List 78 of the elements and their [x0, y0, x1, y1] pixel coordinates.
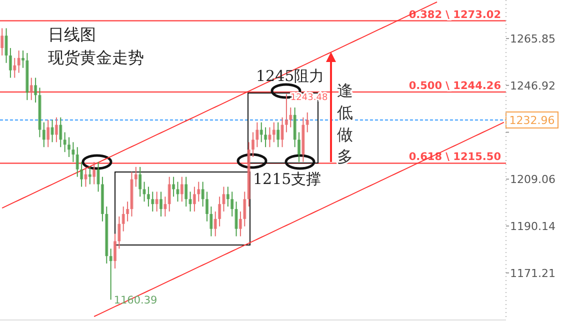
- candlestick: [76, 146, 79, 178]
- candlestick: [210, 206, 213, 237]
- candlestick: [264, 126, 268, 148]
- candlestick: [4, 28, 8, 64]
- candlestick: [206, 191, 208, 222]
- candlestick: [260, 122, 263, 143]
- text: 日线图: [48, 25, 96, 44]
- candlestick: [184, 176, 188, 208]
- candlestick: [160, 191, 162, 217]
- candlestick: [54, 116, 58, 143]
- candlestick: [22, 50, 24, 68]
- candlestick: [164, 196, 167, 217]
- candlestick: [252, 132, 254, 158]
- candlestick: [155, 191, 158, 212]
- candlestick: [72, 142, 75, 162]
- ref-line-label: 0.500 \ 1244.26: [408, 80, 501, 92]
- candlestick: [276, 122, 280, 148]
- candlestick: [118, 216, 121, 250]
- candlestick: [0, 28, 4, 56]
- candlestick: [80, 161, 84, 188]
- candlestick: [201, 181, 204, 208]
- candlestick: [13, 57, 16, 78]
- candlestick: [226, 186, 230, 208]
- candlestick: [138, 166, 142, 198]
- candlestick: [188, 191, 192, 212]
- ref-line-label: 0.382 \ 1273.02: [408, 8, 501, 21]
- candlestick: [142, 181, 146, 202]
- candlestick: [197, 181, 200, 202]
- candlestick: [280, 116, 284, 148]
- candlestick: [222, 186, 226, 212]
- candlestick: [180, 176, 184, 202]
- text: 现货黄金走势: [48, 48, 144, 67]
- candlestick: [168, 176, 171, 212]
- candlestick: [234, 201, 238, 237]
- candlestick: [63, 132, 66, 153]
- candlestick: [30, 77, 33, 101]
- candlestick: [68, 136, 70, 158]
- y-tick-label: 1265.85: [510, 32, 556, 46]
- candlestick: [134, 166, 138, 188]
- candlestick: [114, 233, 116, 269]
- candlestick: [96, 161, 100, 192]
- candlestick: [84, 166, 88, 188]
- candlestick: [17, 50, 20, 74]
- candlestick: [289, 106, 292, 128]
- candlestick: [192, 186, 196, 212]
- candlestick: [218, 196, 222, 227]
- candlestick: [268, 126, 272, 148]
- y-tick-label: 1190.14: [510, 220, 556, 233]
- y-tick-label: 1209.06: [510, 173, 556, 186]
- candlestick: [284, 93, 288, 133]
- candlestick: [109, 248, 112, 300]
- candlestick: [238, 211, 242, 237]
- candlestick: [151, 191, 154, 212]
- candlestick: [88, 166, 92, 185]
- candlestick: [46, 119, 50, 148]
- candlestick: [50, 119, 54, 143]
- candlestick: [298, 132, 300, 162]
- candlestick: [34, 77, 38, 104]
- candlestick: [59, 116, 62, 148]
- candlestick: [243, 191, 246, 227]
- candlestick: [8, 48, 12, 78]
- candlestick: [92, 161, 96, 185]
- ref-line-label: 1232.96: [509, 114, 555, 127]
- candlestick: [42, 122, 46, 148]
- candlestick: [176, 181, 180, 202]
- candlestick: [122, 206, 125, 232]
- candlestick: [172, 176, 176, 198]
- candlestick: [230, 191, 234, 217]
- y-tick-label: 1246.92: [510, 79, 556, 92]
- candlestick: [126, 201, 130, 222]
- candlestick: [256, 122, 259, 148]
- candlestick: [272, 122, 276, 143]
- candlestick: [146, 186, 150, 208]
- candlestick: [306, 112, 309, 133]
- candlestick: [214, 211, 217, 237]
- y-tick-label: 1171.21: [510, 266, 556, 280]
- annotation: 1215支撑: [253, 170, 322, 188]
- line-series: [94, 122, 504, 318]
